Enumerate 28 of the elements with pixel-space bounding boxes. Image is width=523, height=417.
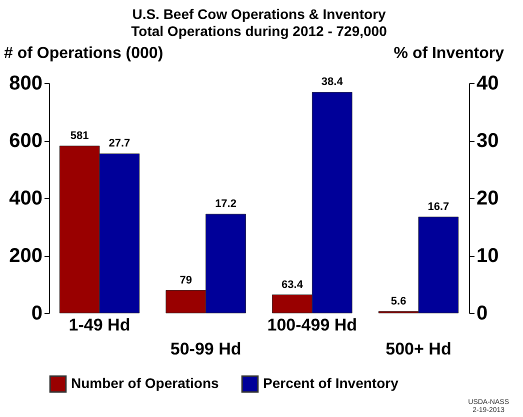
data-label: 27.7 — [108, 138, 130, 150]
y-tick-label: 600 — [9, 130, 42, 152]
chart-title: U.S. Beef Cow Operations & Inventory — [132, 6, 386, 22]
data-label: 5.6 — [390, 295, 406, 308]
data-label: 581 — [70, 130, 89, 142]
x-tick-label: 100-499 Hd — [267, 316, 358, 334]
legend-label: Number of Operations — [71, 375, 220, 392]
chart-subtitle: Total Operations during 2012 - 729,000 — [131, 23, 388, 39]
y2-tick-label: 10 — [476, 245, 499, 267]
data-label: 17.2 — [215, 198, 236, 210]
data-label: 16.7 — [428, 200, 450, 213]
legend-label: Percent of Inventory — [263, 375, 399, 392]
y-tick-label: 400 — [9, 188, 42, 210]
y2-tick-label: 20 — [476, 188, 499, 210]
x-tick-label: 500+ Hd — [386, 340, 452, 358]
y-tick-label: 800 — [9, 72, 42, 94]
y2-axis-title: % of Inventory — [394, 45, 504, 62]
y-axis-title: # of Operations (000) — [4, 45, 164, 62]
data-label: 38.4 — [321, 76, 344, 88]
x-tick-label: 1-49 Hd — [68, 316, 130, 334]
y2-tick-label: 30 — [476, 130, 499, 152]
y-tick-label: 0 — [31, 302, 42, 324]
y-tick-label: 200 — [9, 245, 42, 267]
y2-tick-label: 40 — [476, 72, 499, 94]
x-tick-label: 50-99 Hd — [170, 340, 242, 358]
y2-tick-label: 0 — [476, 302, 488, 324]
data-label: 79 — [180, 274, 192, 286]
data-label: 63.4 — [282, 278, 304, 291]
